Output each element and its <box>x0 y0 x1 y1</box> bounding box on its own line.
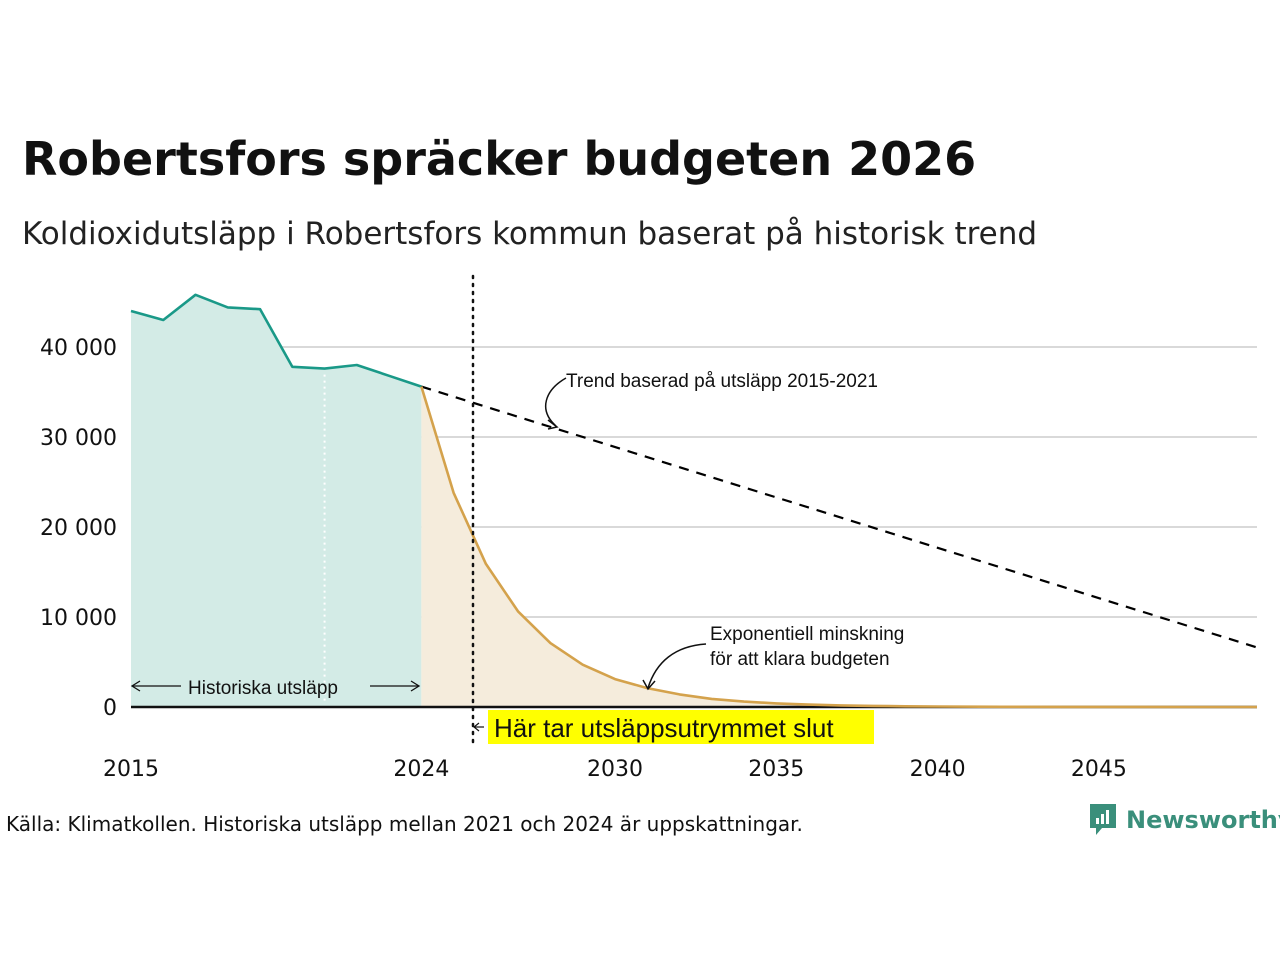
exp-arrowhead <box>642 679 656 691</box>
chart-subtitle: Koldioxidutsläpp i Robertsfors kommun ba… <box>22 216 1038 252</box>
emissions-chart: 0 10 000 20 000 30 000 40 000 2015 2024 2030 203… <box>40 274 1258 782</box>
trend-label: Trend baserad på utsläpp 2015-2021 <box>566 371 878 392</box>
exp-label-line2: för att klara budgeten <box>710 649 890 670</box>
trend-arrowhead <box>547 419 559 430</box>
y-tick-label: 40 000 <box>40 336 117 361</box>
projection-line <box>420 386 1257 709</box>
annotations: Trend baserad på utsläpp 2015-2021 Expon… <box>130 371 904 744</box>
axis-ticks: 0 10 000 20 000 30 000 40 000 2015 2024 2030 203… <box>40 336 1127 782</box>
brand-logo: Newsworthy <box>1088 802 1280 838</box>
historical-area <box>131 294 422 707</box>
historical-label: Historiska utsläpp <box>188 678 338 699</box>
budget-highlight <box>488 710 874 744</box>
projection-area <box>421 386 1257 707</box>
x-tick-label: 2040 <box>910 757 966 782</box>
x-tick-label: 2030 <box>587 757 643 782</box>
budget-end-label: Här tar utsläppsutrymmet slut <box>494 713 834 743</box>
trend-line <box>421 385 1258 649</box>
historical-line <box>130 293 422 388</box>
budget-arrowhead <box>473 722 480 732</box>
x-tick-label: 2024 <box>393 757 449 782</box>
historical-arrowhead-right <box>410 680 421 692</box>
brand-name: Newsworthy <box>1126 806 1280 834</box>
newsworthy-icon <box>1090 804 1116 835</box>
y-tick-label: 10 000 <box>40 606 117 631</box>
historical-arrowhead-left <box>130 680 141 692</box>
y-tick-label: 30 000 <box>40 426 117 451</box>
y-tick-label: 20 000 <box>40 516 117 541</box>
exp-arrow <box>647 643 707 689</box>
x-tick-label: 2035 <box>748 757 804 782</box>
y-tick-label: 0 <box>103 696 117 721</box>
exp-label-line1: Exponentiell minskning <box>710 624 904 645</box>
x-tick-label: 2015 <box>103 757 159 782</box>
x-tick-label: 2045 <box>1071 757 1127 782</box>
source-note: Källa: Klimatkollen. Historiska utsläpp … <box>6 812 803 836</box>
trend-arrow <box>545 377 567 427</box>
chart-title: Robertsfors spräcker budgeten 2026 <box>22 132 977 186</box>
